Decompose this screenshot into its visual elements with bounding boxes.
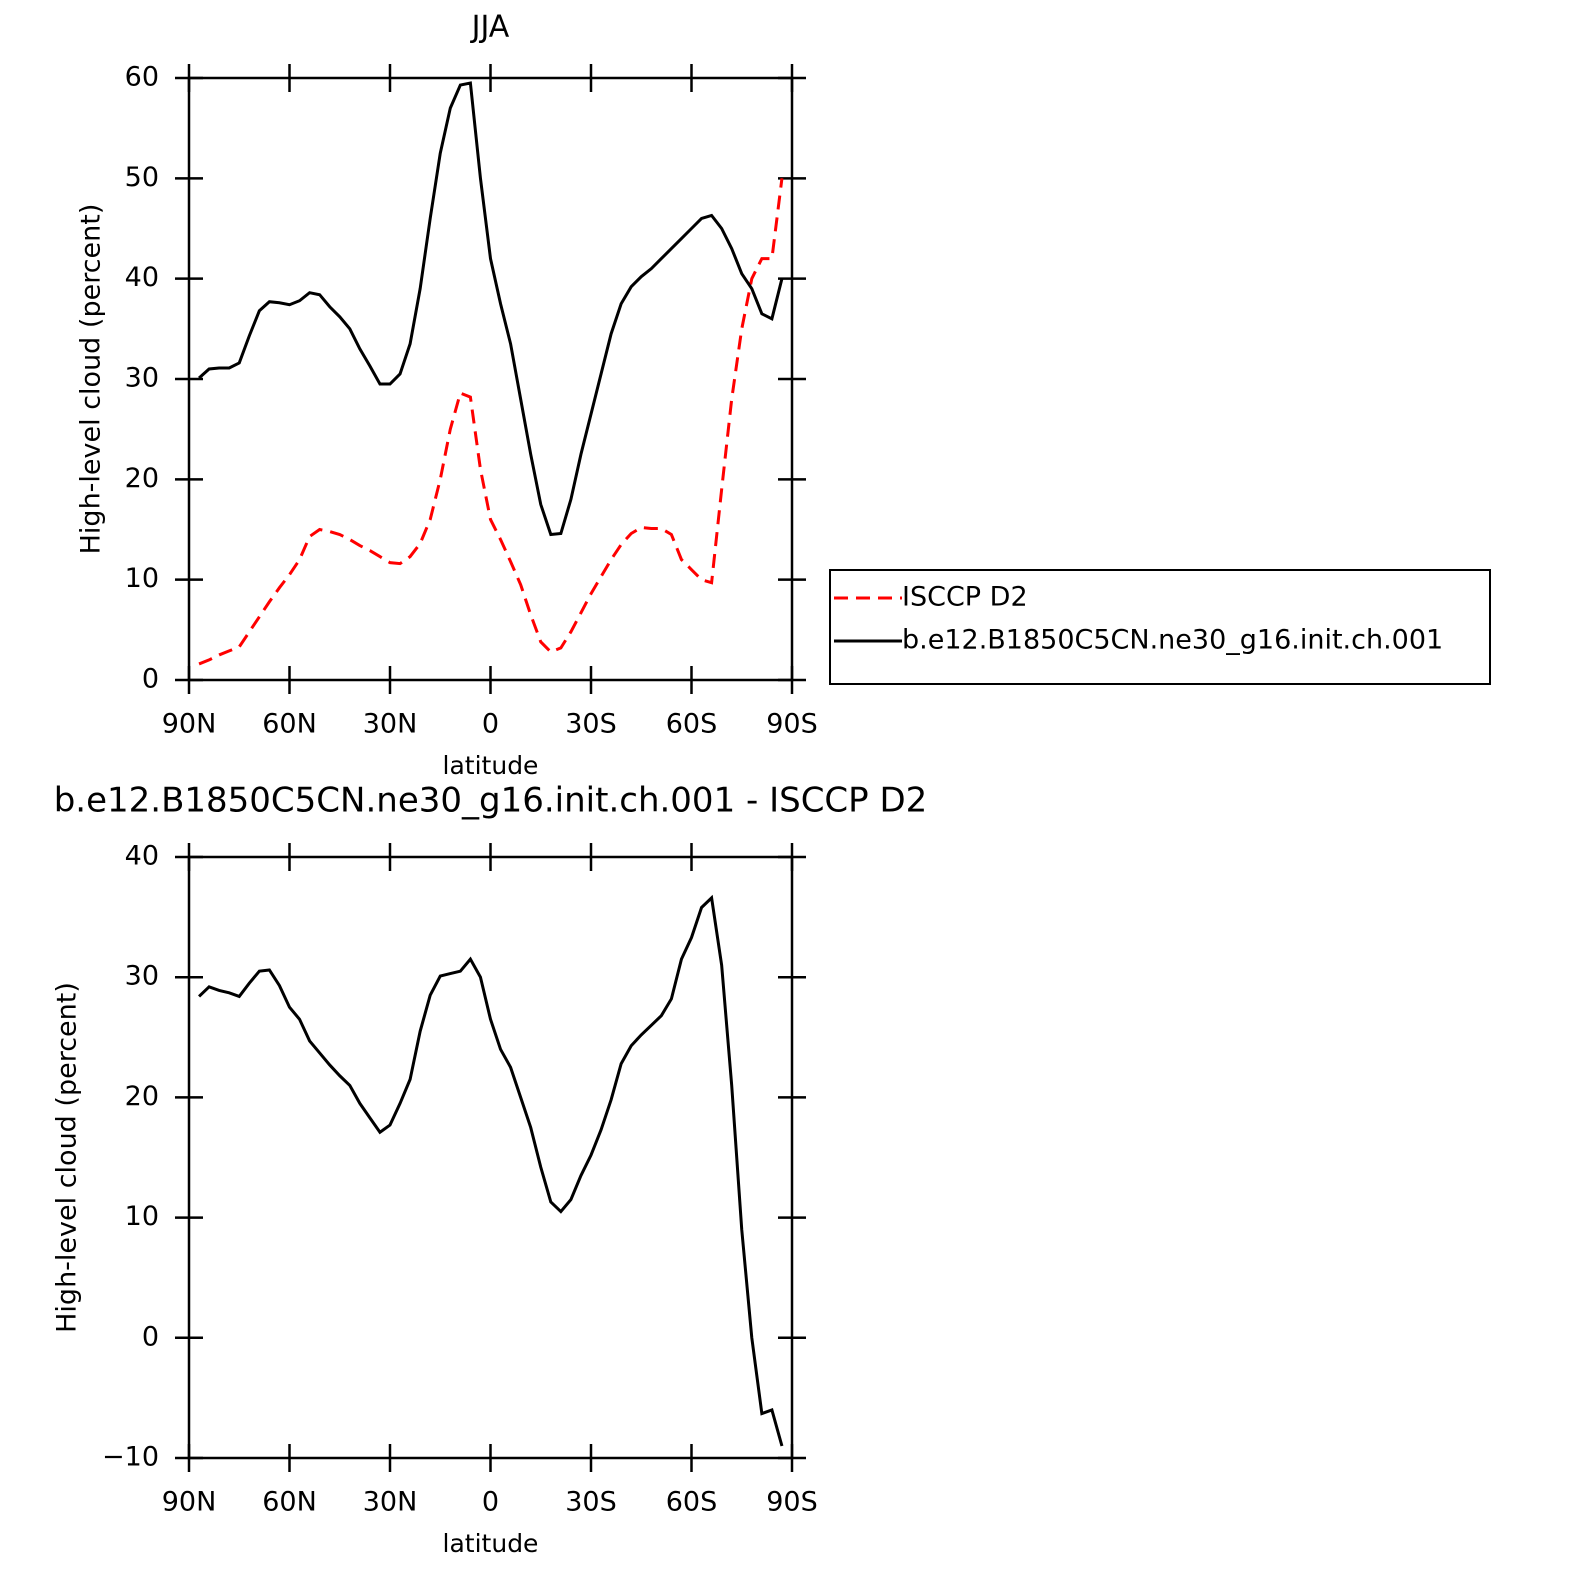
data-line [198, 894, 784, 1447]
x-axis-label: latitude [443, 751, 539, 780]
y-tick-label: 60 [125, 62, 159, 93]
legend-box [829, 569, 1491, 685]
y-tick-label: 20 [125, 463, 159, 494]
x-axis-label: latitude [443, 1529, 539, 1558]
y-tick-label: 0 [142, 664, 159, 695]
x-tick-label: 60N [262, 1487, 317, 1518]
x-tick-label: 0 [482, 709, 499, 740]
chart-title: b.e12.B1850C5CN.ne30_g16.init.ch.001 - I… [54, 781, 928, 821]
x-tick-label: 90S [766, 709, 818, 740]
y-tick-label: 30 [125, 363, 159, 394]
x-tick-label: 30S [565, 1487, 617, 1518]
x-tick-label: 60S [666, 1487, 718, 1518]
chart-title: JJA [470, 10, 510, 45]
x-tick-label: 90N [162, 1487, 217, 1518]
legend-label: b.e12.B1850C5CN.ne30_g16.init.ch.001 [902, 625, 1443, 656]
data-line [198, 81, 784, 537]
y-tick-label: −10 [102, 1442, 159, 1473]
y-axis-label: High-level cloud (percent) [52, 982, 83, 1333]
x-tick-label: 60S [666, 709, 718, 740]
y-tick-label: 30 [125, 961, 159, 992]
y-axis-label: High-level cloud (percent) [76, 204, 107, 555]
x-tick-label: 30N [363, 709, 418, 740]
x-tick-label: 90S [766, 1487, 818, 1518]
plot-frame [187, 76, 794, 682]
x-tick-label: 30S [565, 709, 617, 740]
legend-label: ISCCP D2 [902, 582, 1028, 613]
y-tick-label: 40 [125, 262, 159, 293]
y-tick-label: 0 [142, 1321, 159, 1352]
y-tick-label: 50 [125, 162, 159, 193]
y-tick-label: 10 [125, 563, 159, 594]
y-tick-label: 10 [125, 1201, 159, 1232]
data-line [198, 178, 784, 666]
x-tick-label: 30N [363, 1487, 418, 1518]
x-tick-label: 0 [482, 1487, 499, 1518]
x-tick-label: 60N [262, 709, 317, 740]
plot-frame [187, 855, 794, 1460]
y-tick-label: 40 [125, 841, 159, 872]
y-tick-label: 20 [125, 1081, 159, 1112]
x-tick-label: 90N [162, 709, 217, 740]
